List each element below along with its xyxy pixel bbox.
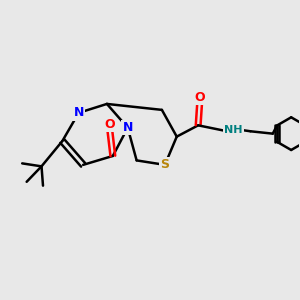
Text: N: N xyxy=(74,106,84,119)
Text: N: N xyxy=(122,121,133,134)
Text: O: O xyxy=(194,91,205,103)
Text: NH: NH xyxy=(224,125,242,135)
Text: S: S xyxy=(160,158,169,171)
Text: O: O xyxy=(105,118,115,131)
